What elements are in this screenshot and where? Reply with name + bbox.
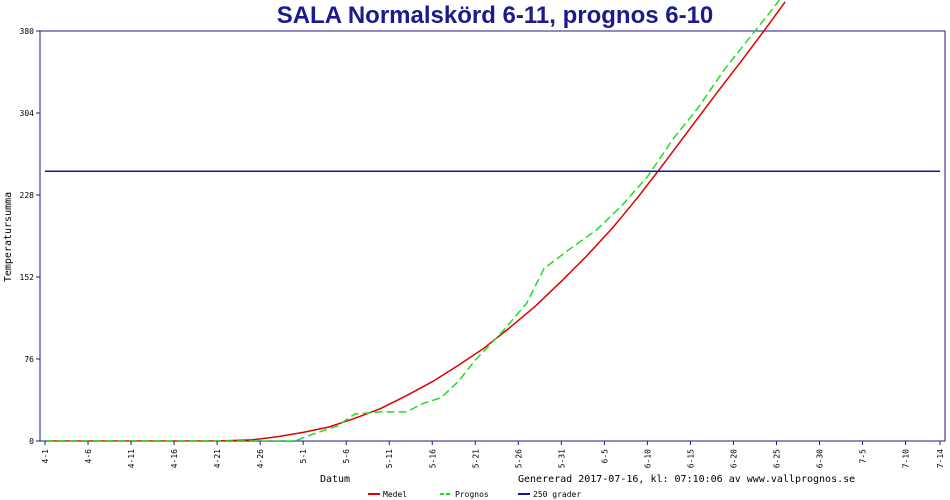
x-tick-label: 5-26 — [514, 449, 523, 468]
x-tick-label: 7-14 — [936, 449, 945, 468]
legend: Medel Prognos 250 grader — [368, 490, 581, 499]
x-tick-label: 6-5 — [600, 449, 609, 464]
series-group — [45, 0, 940, 441]
series-line-prognos — [45, 0, 780, 441]
x-tick-label: 6-10 — [643, 449, 652, 468]
chart-title: SALA Normalskörd 6-11, prognos 6-10 — [277, 2, 714, 29]
y-tick-label: 304 — [20, 109, 35, 118]
legend-item: Medel — [383, 490, 407, 499]
x-tick-label: 6-30 — [816, 449, 825, 468]
x-tick-label: 6-15 — [686, 449, 695, 468]
x-tick-label: 4-6 — [84, 449, 93, 464]
x-tick-label: 4-21 — [213, 449, 222, 468]
y-tick-label: 228 — [20, 191, 35, 200]
legend-item: Prognos — [455, 490, 489, 499]
plot-frame — [39, 30, 946, 442]
y-tick-label: 0 — [29, 437, 34, 446]
x-tick-label: 5-31 — [557, 449, 566, 468]
x-tick-label: 6-20 — [729, 449, 738, 468]
x-tick-label: 7-10 — [902, 449, 911, 468]
x-tick-label: 6-25 — [772, 449, 781, 468]
x-tick-label: 5-11 — [385, 449, 394, 468]
y-axis-label: Temperatursumma — [3, 192, 14, 282]
x-tick-label: 5-16 — [428, 449, 437, 468]
x-tick-label: 4-1 — [41, 449, 50, 464]
x-tick-label: 4-11 — [127, 449, 136, 468]
plot-area: 0 76 152 228 304 380 4-1 4-6 4-11 4-16 4-21 4-26 5-1… — [20, 0, 946, 468]
x-tick-label: 4-26 — [256, 449, 265, 468]
x-tick-label: 5-1 — [299, 449, 308, 464]
y-tick-label: 152 — [20, 273, 35, 282]
x-tick-label: 7-5 — [859, 449, 868, 464]
y-tick-label: 380 — [20, 27, 35, 36]
x-tick-label: 4-16 — [170, 449, 179, 468]
legend-item: 250 grader — [533, 490, 581, 499]
y-tick-label: 76 — [24, 355, 34, 364]
footer-text: Genererad 2017-07-16, kl: 07:10:06 av ww… — [518, 474, 855, 485]
x-axis-label: Datum — [320, 474, 350, 485]
x-tick-label: 5-6 — [342, 449, 351, 464]
x-tick-label: 5-21 — [471, 449, 480, 468]
